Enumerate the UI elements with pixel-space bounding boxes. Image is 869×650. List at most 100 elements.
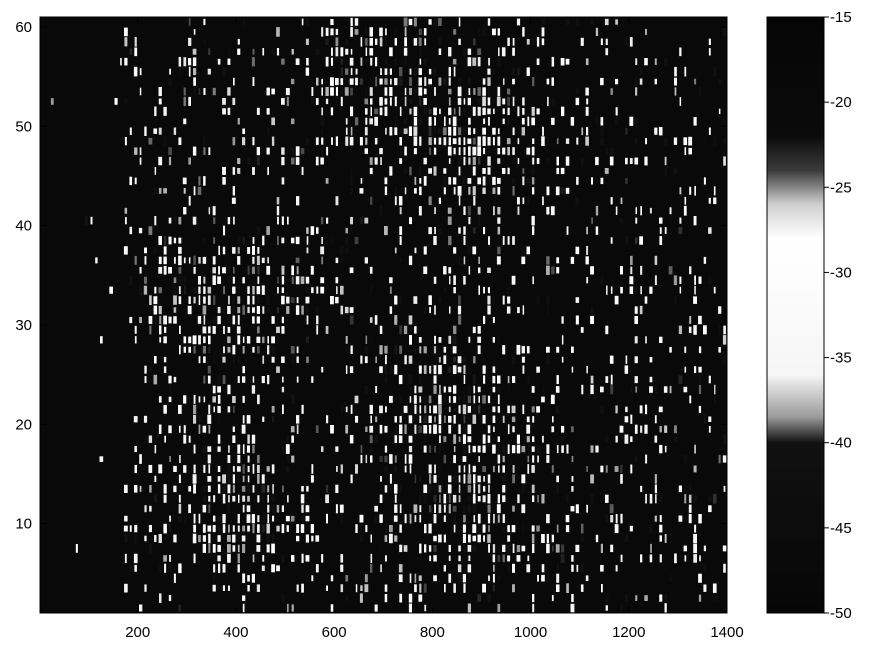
heatmap-cell xyxy=(124,98,128,105)
heatmap-cell xyxy=(355,8,358,17)
heatmap-cell xyxy=(512,543,515,553)
heatmap-cell xyxy=(659,444,663,454)
heatmap-cell xyxy=(345,236,348,245)
heatmap-cell xyxy=(413,38,418,46)
heatmap-cell xyxy=(237,48,241,55)
heatmap-cell xyxy=(438,404,442,415)
heatmap-cell xyxy=(321,78,323,85)
heatmap-cell xyxy=(433,375,437,384)
heatmap-cell xyxy=(158,424,162,434)
heatmap-cell xyxy=(178,474,181,484)
colorbar-tick-label: -30 xyxy=(830,264,852,281)
heatmap-cell xyxy=(350,187,353,195)
heatmap-cell xyxy=(261,376,265,384)
heatmap-cell xyxy=(541,136,545,146)
heatmap-cell xyxy=(448,424,452,434)
heatmap-cell xyxy=(370,415,372,424)
heatmap-cell xyxy=(252,77,255,86)
heatmap-cell xyxy=(684,196,687,205)
heatmap-cell xyxy=(620,513,623,524)
heatmap-cell xyxy=(536,108,540,115)
heatmap-cell xyxy=(305,296,310,304)
heatmap-cell xyxy=(237,355,240,364)
heatmap-cell xyxy=(399,524,402,533)
heatmap-cell xyxy=(428,78,432,85)
heatmap-cell xyxy=(139,267,142,274)
heatmap-cell xyxy=(492,28,496,36)
heatmap-cell xyxy=(595,534,599,543)
heatmap-cell xyxy=(134,524,138,533)
heatmap-cell xyxy=(173,285,177,295)
heatmap-cell xyxy=(325,27,329,36)
heatmap-cell xyxy=(462,456,467,462)
heatmap-cell xyxy=(286,455,290,463)
heatmap-cell xyxy=(379,37,383,47)
heatmap-cell xyxy=(242,17,245,27)
heatmap-cell xyxy=(320,286,325,294)
heatmap-cell xyxy=(163,484,167,494)
heatmap-cell xyxy=(349,57,354,66)
heatmap-cell xyxy=(217,515,222,522)
heatmap-cell xyxy=(497,246,501,255)
heatmap-cell xyxy=(233,216,235,225)
heatmap-cell xyxy=(590,266,594,275)
heatmap-cell xyxy=(223,286,225,295)
heatmap-cell xyxy=(536,295,540,305)
heatmap-cell xyxy=(389,97,392,106)
heatmap-cell xyxy=(507,37,510,46)
heatmap-cell xyxy=(276,525,280,532)
heatmap-cell xyxy=(414,88,417,95)
heatmap-cell xyxy=(384,466,388,472)
heatmap-cell xyxy=(507,107,510,116)
heatmap-cell xyxy=(208,346,211,353)
heatmap-cell xyxy=(271,345,275,354)
heatmap-cell xyxy=(379,107,383,116)
heatmap-cell xyxy=(355,524,358,533)
heatmap-cell xyxy=(286,306,290,314)
heatmap-cell xyxy=(306,58,309,66)
heatmap-cell xyxy=(634,336,638,344)
heatmap-cell xyxy=(384,535,388,542)
heatmap-cell xyxy=(290,515,295,522)
heatmap-cell xyxy=(203,286,206,294)
heatmap-cell xyxy=(394,38,397,46)
heatmap-cell xyxy=(609,156,614,166)
heatmap-cell xyxy=(345,346,348,354)
heatmap-cell xyxy=(453,275,456,285)
heatmap-cell xyxy=(453,29,457,35)
heatmap-cell xyxy=(439,435,441,443)
heatmap-cell xyxy=(433,475,437,483)
heatmap-cell xyxy=(232,525,235,532)
heatmap-cell xyxy=(640,265,643,275)
heatmap-cell xyxy=(384,524,388,533)
heatmap-cell xyxy=(511,275,516,285)
heatmap-cell xyxy=(183,207,187,215)
heatmap-cell xyxy=(629,158,633,164)
heatmap-cell xyxy=(291,49,294,55)
heatmap-cell xyxy=(507,525,510,533)
heatmap-cell xyxy=(605,465,608,473)
heatmap-cell xyxy=(556,445,559,454)
heatmap-cell xyxy=(571,456,574,463)
heatmap-cell xyxy=(448,396,451,403)
heatmap-cell xyxy=(654,385,657,394)
heatmap-cell xyxy=(252,295,255,305)
heatmap-cell xyxy=(433,424,437,434)
heatmap-cell xyxy=(374,514,378,523)
heatmap-cell xyxy=(443,168,447,174)
heatmap-cell xyxy=(507,424,510,435)
heatmap-cell xyxy=(213,564,216,573)
heatmap-cell xyxy=(487,86,491,96)
heatmap-cell xyxy=(418,575,422,581)
heatmap-cell xyxy=(291,394,295,405)
heatmap-cell xyxy=(384,59,388,65)
heatmap-cell xyxy=(306,336,309,344)
x-tick-label: 200 xyxy=(125,624,150,641)
heatmap-cell xyxy=(492,137,495,146)
heatmap-cell xyxy=(511,525,516,533)
heatmap-cell xyxy=(227,503,231,514)
heatmap-cell xyxy=(463,156,466,166)
heatmap-cell xyxy=(227,474,231,484)
heatmap-cell xyxy=(203,315,206,325)
heatmap-cell xyxy=(595,27,599,36)
